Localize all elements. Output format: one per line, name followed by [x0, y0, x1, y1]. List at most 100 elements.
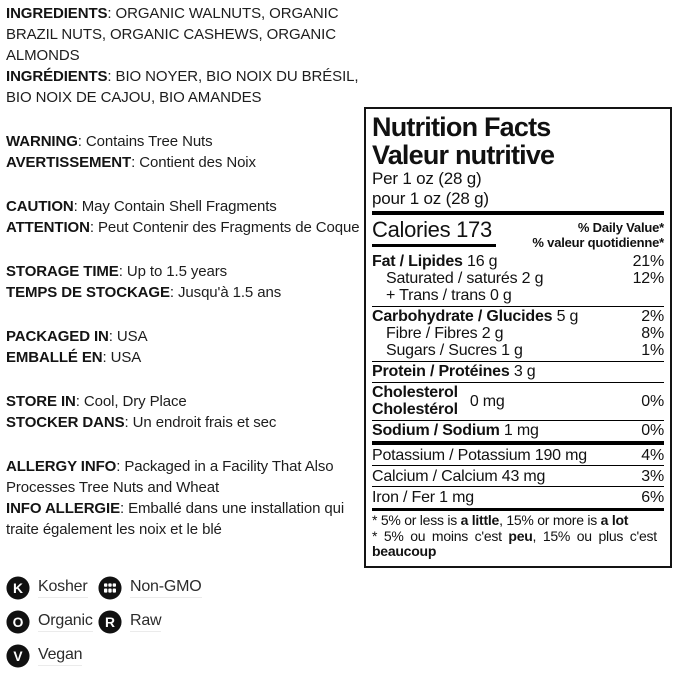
packaged-en-text: : USA — [108, 328, 148, 345]
ingredients-fr-label: INGRÉDIENTS — [6, 68, 108, 85]
divider — [372, 360, 664, 362]
vegan-icon: V — [6, 644, 30, 668]
store-in-fr: STOCKER DANS: Un endroit frais et sec — [6, 412, 362, 433]
badge-raw-label: Raw — [130, 612, 162, 632]
non-gmo-icon — [98, 576, 122, 600]
footnote: * 5% or less is a little, 15% or more is… — [372, 512, 664, 560]
nft-title-fr: Valeur nutritive — [372, 140, 555, 170]
store-in-en: STORE IN: Cool, Dry Place — [6, 391, 362, 412]
ingredients-section: INGREDIENTS: ORGANIC WALNUTS, ORGANIC BR… — [6, 3, 362, 108]
row-sugars: Sugars / Sucres 1 g 1% — [386, 342, 664, 359]
divider — [372, 486, 664, 487]
caution-section: CAUTION: May Contain Shell Fragments ATT… — [6, 196, 362, 238]
badge-organic-label: Organic — [38, 612, 93, 632]
packaged-fr: EMBALLÉ EN: USA — [6, 347, 362, 368]
row-saturated: Saturated / saturés 2 g 12% — [386, 270, 664, 287]
storage-section: STORAGE TIME: Up to 1.5 years TEMPS DE S… — [6, 261, 362, 303]
store-in-en-text: : Cool, Dry Place — [75, 393, 187, 410]
ingredients-fr: INGRÉDIENTS: BIO NOYER, BIO NOIX DU BRÉS… — [6, 66, 362, 108]
badge-kosher-label: Kosher — [38, 578, 88, 598]
cholesterol-names: Cholesterol Cholestérol — [372, 384, 458, 418]
divider-thick-bottom — [372, 507, 664, 511]
badge-non-gmo-label: Non-GMO — [130, 578, 202, 598]
warning-en-label: WARNING — [6, 133, 78, 150]
storage-fr: TEMPS DE STOCKAGE: Jusqu'à 1.5 ans — [6, 282, 362, 303]
ingredients-en-label: INGREDIENTS — [6, 5, 108, 22]
storage-fr-text: : Jusqu'à 1.5 ans — [169, 284, 282, 301]
certification-badges: K Kosher Non-GMO O Organic R Raw V Vegan — [6, 576, 266, 678]
ingredients-fr-text: : BIO NOYER, BIO NOIX DU BRÉSIL, BIO NOI… — [6, 68, 359, 106]
allergy-en-label: ALLERGY INFO — [6, 458, 117, 475]
badge-row-1: K Kosher Non-GMO — [6, 576, 266, 600]
store-in-en-label: STORE IN — [6, 393, 76, 410]
badge-row-2: O Organic R Raw — [6, 610, 266, 634]
packaged-fr-text: : USA — [102, 349, 142, 366]
footnote-fr-2: beaucoup — [372, 543, 437, 559]
calories-block: Calories 173 % Daily Value* % valeur quo… — [372, 218, 664, 250]
row-iron: Iron / Fer 1 mg 6% — [372, 488, 664, 506]
warning-section: WARNING: Contains Tree Nuts AVERTISSEMEN… — [6, 131, 362, 173]
ingredients-en: INGREDIENTS: ORGANIC WALNUTS, ORGANIC BR… — [6, 3, 362, 66]
row-calcium: Calcium / Calcium 43 mg 3% — [372, 467, 664, 485]
allergy-fr-label: INFO ALLERGIE — [6, 500, 120, 517]
svg-text:V: V — [13, 648, 23, 664]
caution-fr: ATTENTION: Peut Contenir des Fragments d… — [6, 217, 362, 238]
badge-row-3: V Vegan — [6, 644, 266, 668]
allergy-section: ALLERGY INFO: Packaged in a Facility Tha… — [6, 456, 362, 540]
kosher-icon: K — [6, 576, 30, 600]
product-info-column: INGREDIENTS: ORGANIC WALNUTS, ORGANIC BR… — [6, 3, 362, 563]
ingredients-en-text: : ORGANIC WALNUTS, ORGANIC BRAZIL NUTS, … — [6, 5, 339, 64]
warning-fr: AVERTISSEMENT: Contient des Noix — [6, 152, 362, 173]
divider — [372, 381, 664, 383]
badge-vegan: V Vegan — [6, 644, 98, 668]
row-sodium: Sodium / Sodium 1 mg 0% — [372, 422, 664, 439]
row-protein: Protein / Protéines 3 g — [372, 363, 536, 380]
divider — [372, 419, 664, 421]
svg-text:K: K — [13, 580, 23, 596]
svg-text:O: O — [13, 614, 24, 630]
nutrition-facts-label: Nutrition Facts Valeur nutritive Per 1 o… — [364, 107, 672, 568]
caution-fr-text: : Peut Contenir des Fragments de Coque — [89, 219, 360, 236]
nft-title-en: Nutrition Facts — [372, 112, 551, 142]
allergy-fr: INFO ALLERGIE: Emballé dans une installa… — [6, 498, 362, 540]
nft-serving-en: Per 1 oz (28 g) — [372, 169, 482, 188]
warning-en-text: : Contains Tree Nuts — [77, 133, 213, 150]
row-carbohydrate: Carbohydrate / Glucides 5 g 2% — [372, 308, 664, 325]
row-cholesterol: Cholesterol Cholestérol 0 mg 0% — [372, 384, 664, 418]
daily-value-en: % Daily Value* — [577, 220, 664, 235]
packaged-en-label: PACKAGED IN — [6, 328, 109, 345]
storage-fr-label: TEMPS DE STOCKAGE — [6, 284, 170, 301]
footnote-en: * 5% or less is a little, 15% or more is… — [372, 512, 629, 528]
store-in-section: STORE IN: Cool, Dry Place STOCKER DANS: … — [6, 391, 362, 433]
allergy-en: ALLERGY INFO: Packaged in a Facility Tha… — [6, 456, 362, 498]
row-fat: Fat / Lipides 16 g 21% — [372, 253, 664, 270]
caution-en-label: CAUTION — [6, 198, 74, 215]
caution-en: CAUTION: May Contain Shell Fragments — [6, 196, 362, 217]
warning-fr-label: AVERTISSEMENT — [6, 154, 132, 171]
badge-organic: O Organic — [6, 610, 98, 634]
storage-en-label: STORAGE TIME — [6, 263, 119, 280]
warning-fr-text: : Contient des Noix — [131, 154, 256, 171]
divider-thick — [372, 441, 664, 445]
divider — [372, 305, 664, 307]
footnote-fr: * 5% ou moins c'est peu, 15% ou plus c'e… — [372, 527, 657, 544]
badge-vegan-label: Vegan — [38, 646, 83, 666]
caution-en-text: : May Contain Shell Fragments — [73, 198, 277, 215]
daily-value-fr: % valeur quotidienne* — [532, 234, 664, 250]
cholesterol-value: 0 mg — [469, 392, 505, 410]
caution-fr-label: ATTENTION — [6, 219, 90, 236]
allergy-en-text: : Packaged in a Facility That Also Proce… — [6, 458, 334, 496]
store-in-fr-text: : Un endroit frais et sec — [124, 414, 277, 431]
raw-icon: R — [98, 610, 122, 634]
svg-text:R: R — [105, 614, 115, 630]
badge-raw: R Raw — [98, 610, 162, 634]
daily-value-heading: % Daily Value* % valeur quotidienne* — [532, 218, 664, 250]
nft-serving-fr: pour 1 oz (28 g) — [372, 188, 489, 208]
storage-en: STORAGE TIME: Up to 1.5 years — [6, 261, 362, 282]
packaged-en: PACKAGED IN: USA — [6, 326, 362, 347]
divider — [372, 465, 664, 466]
divider-thick-top — [372, 211, 664, 215]
store-in-fr-label: STOCKER DANS — [6, 414, 125, 431]
badge-kosher: K Kosher — [6, 576, 98, 600]
row-trans: + Trans / trans 0 g — [386, 287, 512, 304]
